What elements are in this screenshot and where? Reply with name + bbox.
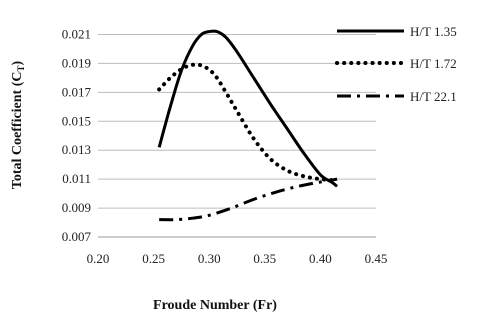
- y-tick-label-3: 0.013: [62, 142, 91, 157]
- gridlines: [98, 33, 376, 209]
- tick-labels: 0.007 0.009 0.011 0.013 0.015 0.017 0.019 0.021…: [62, 26, 388, 266]
- x-tick-label-3: 0.35: [253, 251, 276, 266]
- legend-label-1: H/T 1.35: [410, 24, 457, 39]
- legend-label-2: H/T 1.72: [410, 56, 457, 71]
- series-line-2: [157, 62, 340, 183]
- x-tick-label-2: 0.30: [198, 251, 221, 266]
- legend-label-3: H/T 22.1: [410, 89, 457, 104]
- series-group: [157, 29, 340, 222]
- y-tick-label-6: 0.019: [62, 55, 91, 70]
- y-axis-title-close: ): [10, 60, 25, 65]
- x-tick-label-5: 0.45: [365, 251, 388, 266]
- y-tick-label-4: 0.015: [62, 113, 91, 128]
- y-tick-label-5: 0.017: [62, 84, 92, 99]
- x-tick-label-4: 0.40: [309, 251, 332, 266]
- legend: H/T 1.35 H/T 1.72 H/T 22.1: [335, 24, 457, 104]
- series-line-3: [159, 177, 338, 222]
- y-tick-label-2: 0.011: [62, 171, 91, 186]
- y-axis-title-sub: T: [16, 65, 26, 71]
- y-tick-label-7: 0.021: [62, 26, 91, 41]
- y-axis-title-main: Total Coefficient (C: [10, 72, 25, 190]
- x-tick-label-0: 0.20: [87, 251, 110, 266]
- x-tick-label-1: 0.25: [142, 251, 165, 266]
- y-tick-label-1: 0.009: [62, 200, 91, 215]
- y-tick-label-0: 0.007: [62, 229, 92, 244]
- series-line-1: [157, 29, 339, 188]
- y-axis-title: Total Coefficient (CT): [10, 60, 26, 189]
- x-axis-title: Froude Number (Fr): [153, 298, 277, 313]
